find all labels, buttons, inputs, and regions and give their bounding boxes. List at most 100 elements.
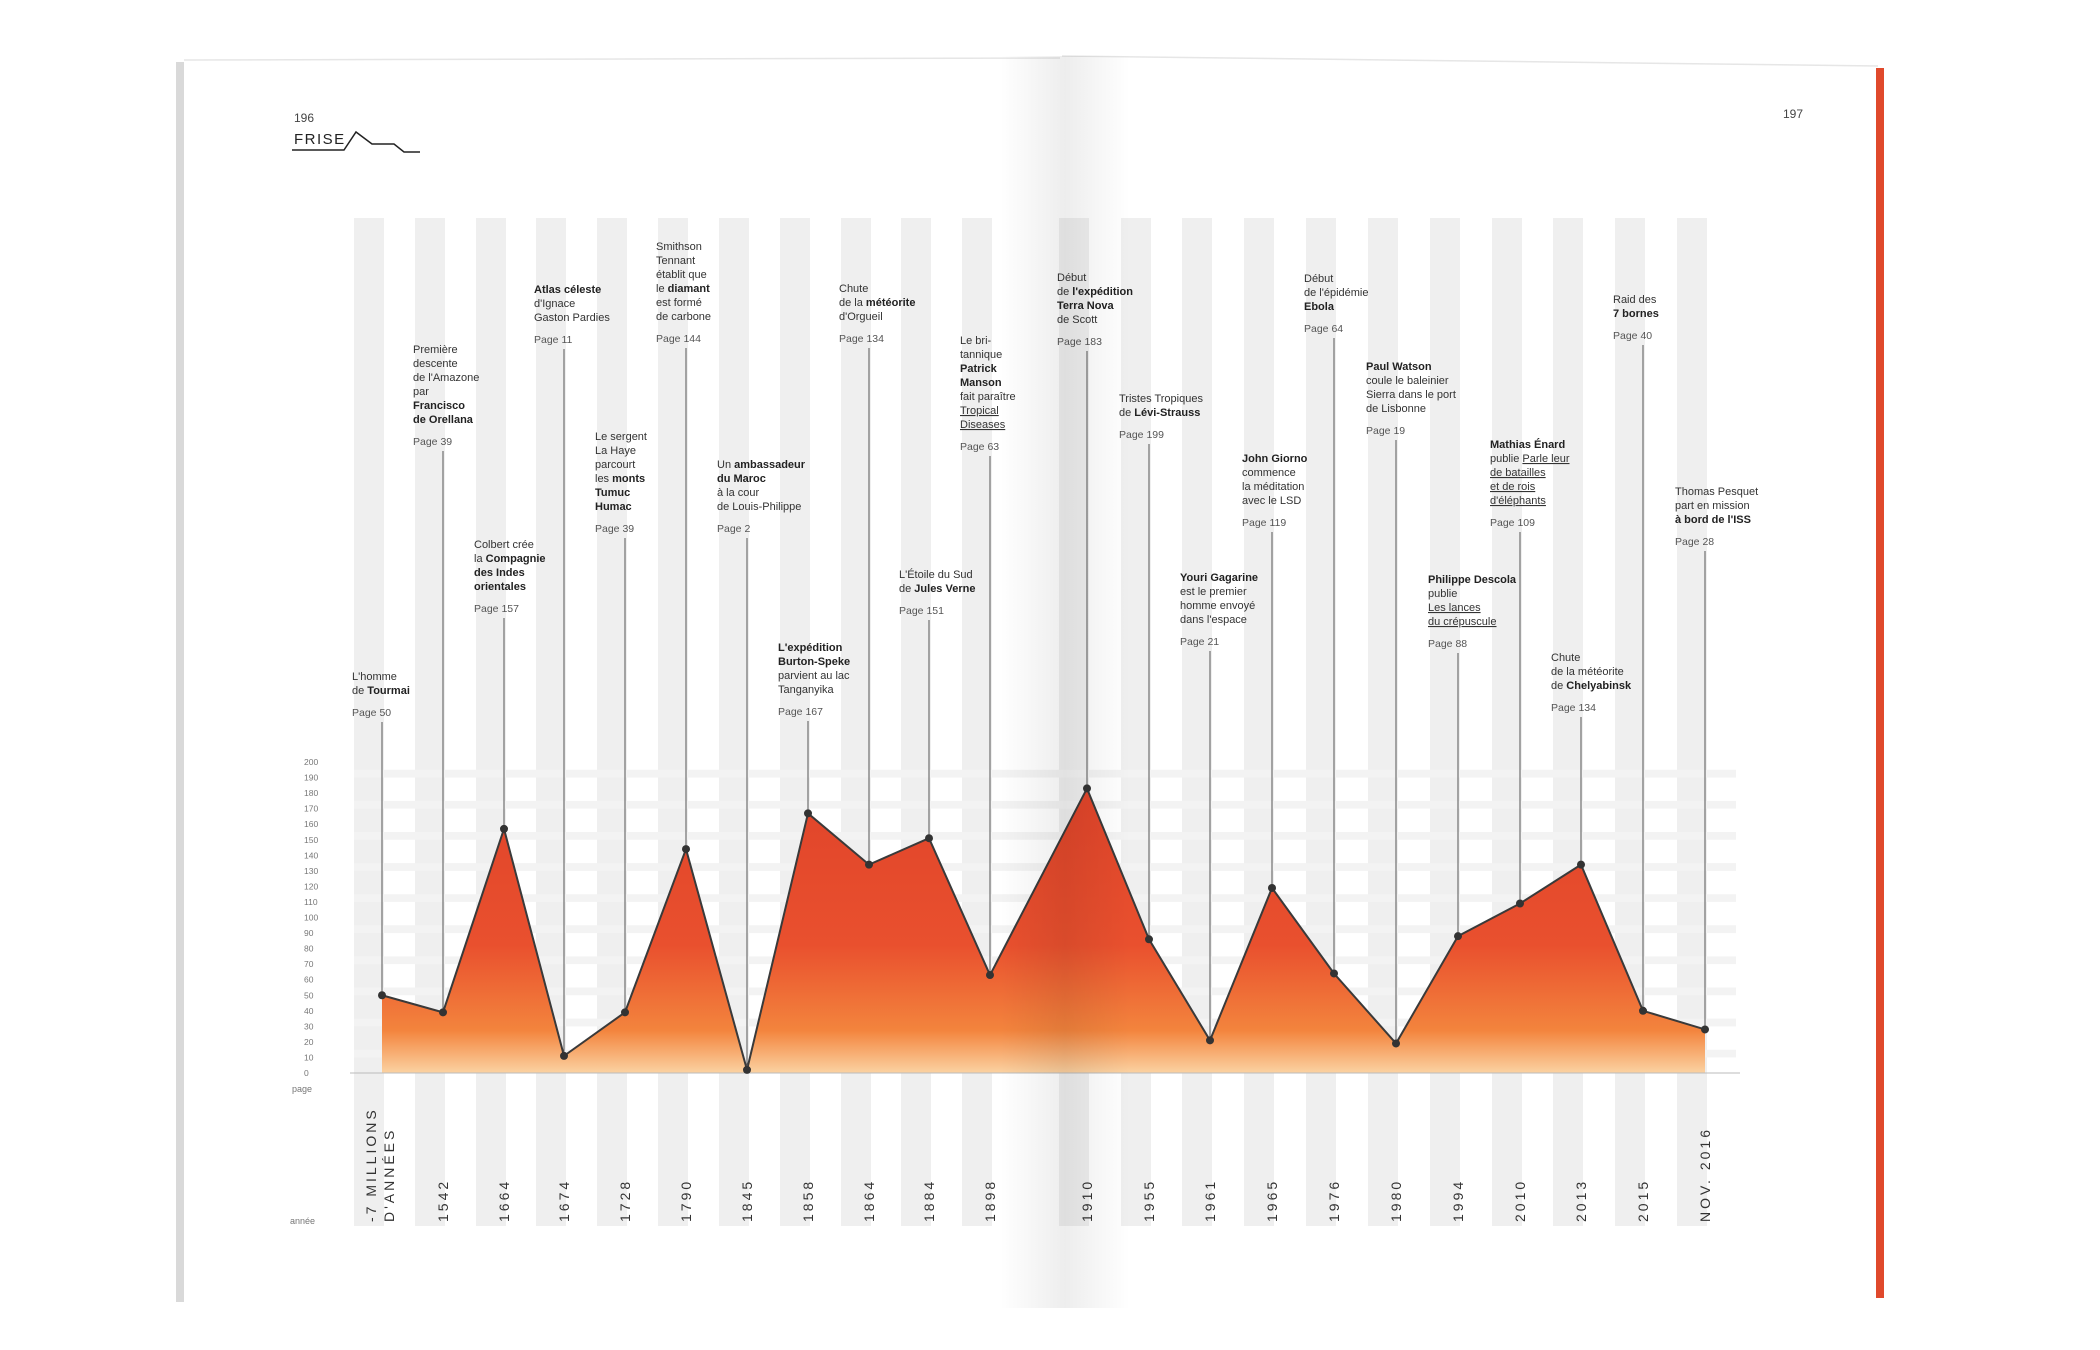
x-tick-label: 1845 bbox=[739, 1179, 755, 1222]
column-band bbox=[536, 218, 566, 1226]
annotation-segment: Début bbox=[1304, 273, 1333, 285]
column-band bbox=[719, 218, 749, 1226]
right-page-top-edge bbox=[1061, 55, 1879, 67]
annotation-segment: Chelyabinsk bbox=[1566, 680, 1632, 692]
annotation: Youri Gagarine est le premier homme envoyé… bbox=[1180, 572, 1258, 648]
annotation-text: Youri Gagarine est le premier homme envoyé… bbox=[1180, 572, 1258, 626]
annotation-page-ref: Page 2 bbox=[717, 523, 750, 535]
annotation-text: Un ambassadeur du Maroc à la cour de Louis-… bbox=[717, 459, 806, 513]
annotation-page-ref: Page 11 bbox=[534, 334, 572, 346]
annotation-stems bbox=[381, 338, 1706, 1070]
annotation-page-ref: Page 167 bbox=[778, 706, 823, 718]
y-tick-label: 120 bbox=[304, 881, 318, 891]
y-tick-label: 0 bbox=[304, 1068, 309, 1078]
y-tick-label: 200 bbox=[304, 757, 318, 767]
annotation-segment: parvient au lac bbox=[778, 670, 850, 682]
y-tick-label: 50 bbox=[304, 990, 314, 1000]
annotation: L'homme de Tourmai Page 50 bbox=[352, 671, 410, 719]
annotation: Atlas céleste d'Ignace Gaston Pardies Page … bbox=[534, 284, 610, 346]
column-band bbox=[1244, 218, 1274, 1226]
annotation-text: Paul Watson coule le baleinier Sierra dans… bbox=[1366, 361, 1456, 415]
x-tick-label: 1961 bbox=[1202, 1179, 1218, 1222]
mountain-icon bbox=[292, 130, 420, 153]
annotation-page-ref: Page 40 bbox=[1613, 330, 1652, 342]
annotation: L'Étoile du Sud de Jules Verne Page 151 bbox=[899, 568, 975, 617]
column-band bbox=[1306, 218, 1336, 1226]
annotation-segment: Atlas céleste bbox=[534, 284, 601, 296]
y-tick-label: 160 bbox=[304, 819, 318, 829]
annotation-text: Colbert crée la Compagnie des Indes orienta… bbox=[474, 539, 546, 593]
data-point bbox=[743, 1065, 751, 1074]
y-tick-label: 140 bbox=[304, 850, 318, 860]
annotation-segment: Patrick bbox=[960, 363, 998, 375]
annotation-segment: avec le LSD bbox=[1242, 495, 1301, 507]
annotation-segment: La Haye bbox=[595, 445, 636, 457]
annotation-segment: d'éléphants bbox=[1490, 495, 1546, 507]
data-point bbox=[1577, 860, 1585, 869]
annotation-segment: Paul Watson bbox=[1366, 361, 1432, 373]
data-point bbox=[378, 991, 386, 1000]
annotation-page-ref: Page 157 bbox=[474, 603, 519, 615]
x-tick-label: 2015 bbox=[1635, 1179, 1651, 1222]
data-point bbox=[1145, 935, 1153, 944]
annotation-segment: les bbox=[595, 473, 612, 485]
data-point bbox=[865, 860, 873, 869]
x-tick-label: NOV. 2016 bbox=[1697, 1127, 1713, 1222]
annotation-segment: Un bbox=[717, 459, 734, 471]
annotation-page-ref: Page 21 bbox=[1180, 636, 1219, 648]
annotation-segment: Humac bbox=[595, 501, 632, 513]
data-point bbox=[1701, 1025, 1709, 1034]
x-tick-label: -7 MILLIONS bbox=[363, 1107, 379, 1222]
annotation: Mathias Énard publie Parle leur de bataill… bbox=[1490, 438, 1570, 529]
annotation-segment: de la bbox=[839, 297, 866, 309]
annotation-segment: Philippe Descola bbox=[1428, 574, 1517, 586]
annotation-segment: la bbox=[474, 553, 486, 565]
annotation-segment: Smithson bbox=[656, 241, 702, 253]
annotation-text: Le sergent La Haye parcourt les monts Tumuc H… bbox=[595, 431, 647, 513]
annotation-text: L'expédition Burton-Speke parvient au lac T… bbox=[778, 642, 850, 696]
annotation-segment: de l'Amazone bbox=[413, 372, 479, 384]
x-tick-label: 1965 bbox=[1264, 1179, 1280, 1222]
annotation: Début de l'épidémie Ebola Page 64 bbox=[1304, 273, 1368, 335]
x-tick-label: 1858 bbox=[800, 1179, 816, 1222]
column-band bbox=[1677, 218, 1707, 1226]
y-tick-label: 100 bbox=[304, 913, 318, 923]
y-tick-label: 60 bbox=[304, 975, 314, 985]
annotation: Philippe Descola publie Les lances du crépu… bbox=[1428, 574, 1517, 650]
column-band bbox=[901, 218, 931, 1226]
annotation-segment: et de rois bbox=[1490, 481, 1536, 493]
annotation-page-ref: Page 50 bbox=[352, 707, 391, 719]
annotation-segment: homme envoyé bbox=[1180, 600, 1255, 612]
annotation-text: Chute de la météorite de Chelyabinsk bbox=[1551, 652, 1632, 692]
y-tick-label: 170 bbox=[304, 804, 318, 814]
y-tick-label: 130 bbox=[304, 866, 318, 876]
x-tick-label: D'ANNÉES bbox=[381, 1128, 397, 1222]
annotation-segment: Tumuc bbox=[595, 487, 630, 499]
column-band bbox=[1553, 218, 1583, 1226]
annotation-segment: Gaston Pardies bbox=[534, 312, 610, 324]
annotation-segment: d'Ignace bbox=[534, 298, 575, 310]
annotation-segment: 7 bornes bbox=[1613, 308, 1659, 320]
y-tick-label: 40 bbox=[304, 1006, 314, 1016]
y-tick-label: 180 bbox=[304, 788, 318, 798]
annotation-page-ref: Page 39 bbox=[595, 523, 634, 535]
annotation-segment: Manson bbox=[960, 377, 1002, 389]
annotation-page-ref: Page 63 bbox=[960, 441, 999, 453]
annotation: Le bri-tannique Patrick Manson fait paraîtr… bbox=[960, 335, 1016, 453]
annotation-segment: tannique bbox=[960, 349, 1002, 361]
annotation-text: Chute de la météorite d'Orgueil bbox=[839, 283, 915, 323]
y-tick-label: 150 bbox=[304, 835, 318, 845]
y-tick-label: 110 bbox=[304, 897, 318, 907]
data-point bbox=[1268, 883, 1276, 892]
annotation-text: Atlas céleste d'Ignace Gaston Pardies bbox=[534, 284, 610, 324]
data-point bbox=[439, 1008, 447, 1017]
annotation-page-ref: Page 134 bbox=[839, 333, 884, 345]
data-points bbox=[378, 784, 1709, 1074]
annotation-segment: coule le baleinier bbox=[1366, 375, 1449, 387]
annotation-text: L'Étoile du Sud de Jules Verne bbox=[899, 568, 975, 595]
section-title: FRISE bbox=[294, 131, 346, 148]
annotation-segment: Jules Verne bbox=[914, 583, 975, 595]
annotation-segment: est le premier bbox=[1180, 586, 1247, 598]
annotation-segment: des Indes bbox=[474, 567, 525, 579]
